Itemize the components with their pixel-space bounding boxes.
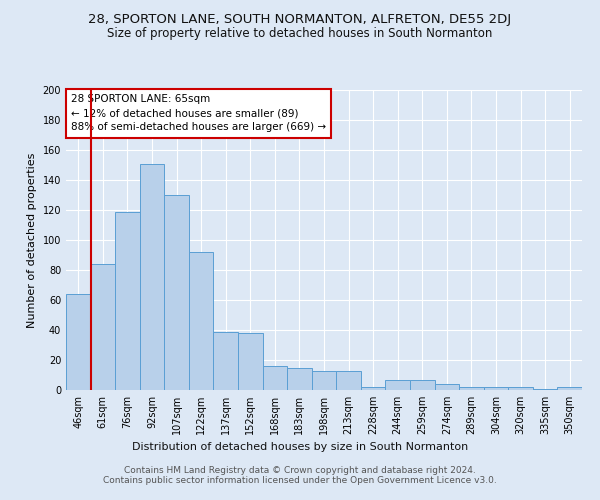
Bar	[287, 368, 312, 390]
Bar	[140, 164, 164, 390]
Bar	[91, 264, 115, 390]
Bar	[189, 252, 214, 390]
Y-axis label: Number of detached properties: Number of detached properties	[27, 152, 37, 328]
Text: Distribution of detached houses by size in South Normanton: Distribution of detached houses by size …	[132, 442, 468, 452]
Bar	[214, 332, 238, 390]
Text: 28 SPORTON LANE: 65sqm
← 12% of detached houses are smaller (89)
88% of semi-det: 28 SPORTON LANE: 65sqm ← 12% of detached…	[71, 94, 326, 132]
Bar	[115, 212, 140, 390]
Bar	[434, 384, 459, 390]
Bar	[459, 387, 484, 390]
Bar	[508, 387, 533, 390]
Bar	[238, 333, 263, 390]
Bar	[361, 387, 385, 390]
Bar	[484, 387, 508, 390]
Bar	[263, 366, 287, 390]
Bar	[66, 294, 91, 390]
Bar	[312, 370, 336, 390]
Text: 28, SPORTON LANE, SOUTH NORMANTON, ALFRETON, DE55 2DJ: 28, SPORTON LANE, SOUTH NORMANTON, ALFRE…	[88, 12, 512, 26]
Bar	[385, 380, 410, 390]
Bar	[336, 370, 361, 390]
Bar	[557, 387, 582, 390]
Text: Contains HM Land Registry data © Crown copyright and database right 2024.
Contai: Contains HM Land Registry data © Crown c…	[103, 466, 497, 485]
Bar	[164, 195, 189, 390]
Bar	[410, 380, 434, 390]
Bar	[533, 388, 557, 390]
Text: Size of property relative to detached houses in South Normanton: Size of property relative to detached ho…	[107, 28, 493, 40]
